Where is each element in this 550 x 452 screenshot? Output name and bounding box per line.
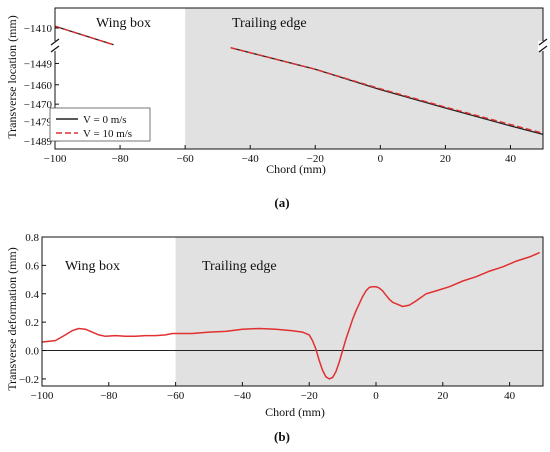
b-region-wing-box [42, 237, 176, 386]
a-x-tick-label: −60 [177, 153, 195, 165]
a-y-ticks: −1410 −1449 −1460 −1470 −1479 −1489 [24, 23, 59, 148]
a-y-tick-label: −1449 [24, 58, 53, 70]
a-x-tick-label: −100 [44, 153, 67, 165]
a-x-ticks: −100 −80 −60 −40 −20 0 20 40 [44, 145, 517, 165]
b-x-tick-label: −100 [31, 390, 54, 402]
b-region-label-wing-box: Wing box [65, 259, 120, 274]
b-series-0-line [41, 251, 540, 380]
b-y-tick-label: 0.4 [25, 289, 39, 301]
b-x-tick-label: −40 [234, 390, 252, 402]
a-y-tick-label: −1479 [24, 117, 53, 129]
a-series-1-segment-1 [230, 47, 544, 134]
b-x-tick-label: −80 [100, 390, 118, 402]
b-y-tick-label: 0.2 [25, 317, 39, 329]
a-series-1-segment-0 [54, 25, 114, 46]
a-region-label-wing-box: Wing box [96, 16, 151, 31]
a-panel-label: (a) [274, 195, 289, 210]
a-region-trailing-edge [185, 8, 543, 149]
a-y-tick-label: −1470 [24, 99, 53, 111]
b-y-axis-label: Transverse deformation (mm) [5, 247, 19, 391]
panel-b: −100 −80 −60 −40 −20 0 20 40 −0.2 0.0 0.2 0.4 0.6 0.… [5, 232, 544, 444]
a-x-tick-label: 20 [440, 153, 452, 165]
a-x-tick-label: −80 [111, 153, 129, 165]
a-legend-box [49, 107, 151, 142]
a-y-tick-label: −1489 [24, 136, 53, 148]
b-region-label-trailing-edge: Trailing edge [202, 259, 277, 274]
b-y-ticks: −0.2 0.0 0.2 0.4 0.6 0.8 [19, 232, 46, 386]
b-x-ticks: −100 −80 −60 −40 −20 0 20 40 [31, 382, 516, 402]
a-region-label-trailing-edge: Trailing edge [232, 16, 307, 31]
b-series-lines [41, 251, 540, 380]
b-x-axis-label: Chord (mm) [265, 405, 325, 419]
panel-a: −100 −80 −60 −40 −20 0 20 40 −1410−1449−1460−14… [5, 7, 548, 210]
b-region-trailing-edge [175, 237, 543, 386]
a-y-axis-label: Transverse location (mm) [5, 15, 19, 139]
b-y-tick-label: 0.8 [25, 232, 39, 244]
a-break-mark-1-upper [538, 38, 548, 46]
b-x-tick-label: 20 [437, 390, 449, 402]
a-legend-label-v10: V = 10 m/s [83, 128, 132, 140]
a-y-tick-label: −1460 [24, 80, 53, 92]
a-legend-label-v0: V = 0 m/s [83, 114, 127, 126]
b-x-tick-label: −20 [301, 390, 319, 402]
a-break-mark-0-upper [50, 38, 60, 46]
a-axis-break-marks [50, 38, 548, 53]
b-y-tick-label: 0.0 [25, 346, 39, 358]
a-break-gap-0 [50, 41, 60, 51]
b-x-tick-label: −60 [167, 390, 185, 402]
b-y-tick-label: 0.6 [25, 260, 39, 272]
a-x-tick-label: 40 [505, 153, 517, 165]
b-panel-label: (b) [274, 429, 290, 444]
a-plot-frame [54, 7, 544, 150]
a-x-tick-label: −20 [307, 153, 325, 165]
b-x-tick-label: 40 [504, 390, 516, 402]
a-break-mark-1-lower [538, 45, 548, 53]
a-break-mark-0-lower [50, 45, 60, 53]
a-legend: V = 0 m/s V = 10 m/s [49, 107, 151, 142]
a-break-gap-1 [538, 41, 548, 51]
b-x-tick-label: 0 [373, 390, 379, 402]
b-y-tick-label: −0.2 [19, 374, 39, 386]
a-series-lines [54, 25, 544, 136]
a-x-axis-label: Chord (mm) [266, 162, 326, 176]
a-y-tick-label: −1410 [24, 23, 53, 35]
b-plot-frame [41, 236, 544, 387]
a-x-tick-label: 0 [378, 153, 384, 165]
a-x-tick-label: −40 [242, 153, 260, 165]
